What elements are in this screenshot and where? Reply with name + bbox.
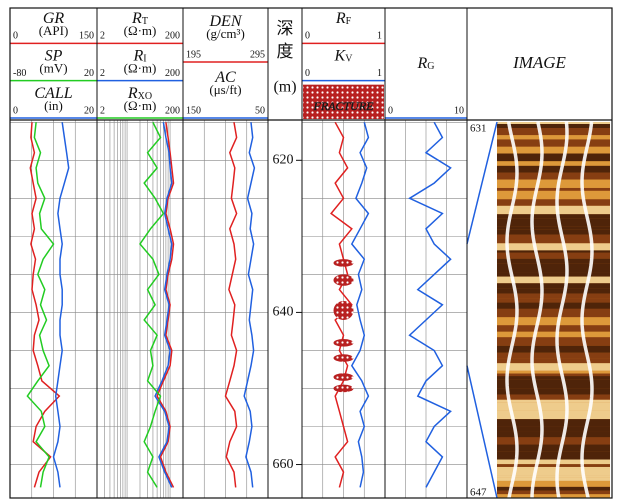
- curve-unit: (mV): [39, 61, 67, 76]
- scale-min: 0: [13, 105, 18, 116]
- curve-unit: (μs/ft): [209, 82, 241, 97]
- image-band: [497, 272, 610, 277]
- image-band: [497, 403, 610, 411]
- image-band: [497, 317, 610, 325]
- scale-max: 295: [250, 49, 265, 60]
- curve-unit: (Ω·m): [124, 98, 157, 113]
- scale-min: 0: [305, 68, 310, 79]
- curve-unit: (in): [44, 98, 63, 113]
- scale-min: 2: [100, 68, 105, 79]
- scale-max: 1: [377, 31, 382, 42]
- curve-name-sub: V: [345, 54, 353, 65]
- scale-max: 1: [377, 68, 382, 79]
- image-band: [497, 230, 610, 235]
- chart: 620640660深度(m)GR(API)0150SP(mV)-8020CALL…: [0, 0, 620, 501]
- image-band: [497, 346, 610, 353]
- scale-min: 150: [186, 105, 201, 116]
- image-band: [497, 363, 610, 371]
- fracture: [334, 301, 354, 320]
- image-band: [497, 173, 610, 180]
- image-band: [497, 374, 610, 377]
- scale-min: -80: [13, 68, 26, 79]
- image-band: [497, 491, 610, 494]
- scale-max: 10: [454, 105, 464, 116]
- depth-header: (m): [273, 79, 296, 96]
- curve-unit: (g/cm³): [206, 26, 245, 41]
- scale-max: 200: [165, 31, 180, 42]
- scale-min: 0: [388, 105, 393, 116]
- image-band: [497, 359, 610, 363]
- image-band: [497, 353, 610, 359]
- image-band: [497, 487, 610, 491]
- fracture: [334, 259, 354, 267]
- image-band: [497, 124, 610, 128]
- image-band: [497, 135, 610, 139]
- image-band: [497, 298, 610, 302]
- image-band: [497, 180, 610, 188]
- scale-min: 2: [100, 105, 105, 116]
- image-band: [497, 303, 610, 309]
- depth-tick-label: 640: [273, 305, 294, 320]
- scale-max: 200: [165, 68, 180, 79]
- scale-max: 50: [255, 105, 265, 116]
- scale-max: 150: [79, 31, 94, 42]
- depth-header: 深: [277, 19, 294, 38]
- image-band: [497, 214, 610, 219]
- curve-unit: (Ω·m): [124, 23, 157, 38]
- fracture: [334, 354, 354, 362]
- scale-min: 2: [100, 31, 105, 42]
- image-band: [497, 161, 610, 166]
- scale-min: 195: [186, 49, 201, 60]
- image-band: [497, 264, 610, 272]
- image-band: [497, 219, 610, 227]
- scale-max: 200: [165, 105, 180, 116]
- curve-name-main: R: [416, 55, 427, 72]
- image-band: [497, 227, 610, 230]
- depth-header: 度: [277, 42, 294, 61]
- image-band: [497, 437, 610, 444]
- image-top-label: 631: [470, 123, 487, 135]
- image-band: [497, 445, 610, 452]
- image-band: [497, 206, 610, 214]
- curve-name-sub: G: [427, 61, 434, 72]
- depth-tick-label: 620: [273, 153, 294, 168]
- curve-name-main: R: [335, 10, 346, 27]
- image-band: [497, 451, 610, 459]
- scale-min: 0: [305, 31, 310, 42]
- scale-max: 20: [84, 105, 94, 116]
- image-bottom-label: 647: [470, 487, 487, 499]
- fracture: [334, 339, 354, 347]
- fracture-label: FRACTURE: [313, 99, 375, 113]
- fracture: [334, 385, 354, 393]
- image-band: [497, 494, 610, 496]
- fracture: [334, 373, 354, 381]
- scale-max: 20: [84, 68, 94, 79]
- depth-tick-label: 660: [273, 457, 294, 472]
- curve-unit: (API): [39, 23, 69, 38]
- curve-name-sub: F: [346, 16, 352, 27]
- scale-min: 0: [13, 31, 18, 42]
- image-band: [497, 371, 610, 374]
- image-band: [497, 128, 610, 135]
- image-band: [497, 166, 610, 173]
- image-band: [497, 309, 610, 317]
- image-title: IMAGE: [512, 53, 566, 72]
- image-band: [497, 460, 610, 465]
- fracture: [334, 274, 354, 285]
- curve-unit: (Ω·m): [124, 61, 157, 76]
